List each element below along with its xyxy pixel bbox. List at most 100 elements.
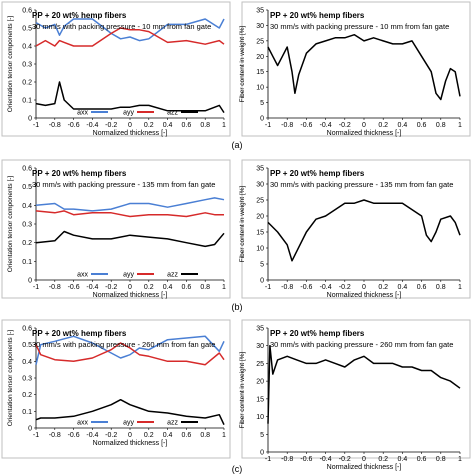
y-tick-label: 0.3 — [22, 376, 32, 383]
legend-label-ayy: ayy — [123, 420, 134, 427]
x-tick-label: -0.6 — [300, 456, 312, 463]
y-tick-label: 0.6 — [22, 326, 32, 333]
legend-label-ayy: ayy — [123, 272, 134, 279]
legend-label-axx: axx — [77, 420, 88, 427]
x-tick-label: -0.6 — [68, 122, 80, 129]
x-tick-label: -0.2 — [105, 432, 117, 439]
y-tick-label: 15 — [256, 396, 264, 403]
y-tick-label: 0.2 — [22, 240, 32, 247]
x-tick-label: -0.4 — [320, 456, 332, 463]
x-tick-label: -0.2 — [339, 284, 351, 291]
chart-subtitle: 30 mm/s with packing pressure - 10 mm fr… — [270, 22, 449, 31]
y-tick-label: 5 — [260, 100, 264, 107]
y-axis-label: Orientation tensor components [-] — [7, 16, 14, 113]
row-label: (a) — [232, 140, 243, 150]
series-line — [267, 33, 461, 101]
x-tick-label: -0.6 — [300, 122, 312, 129]
chart-title: PP + 20 wt% hemp fibers — [270, 329, 365, 338]
x-axis-label: Normalized thickness [-] — [93, 130, 168, 137]
x-tick-label: 1 — [458, 284, 462, 291]
legend-label-azz: azz — [167, 272, 178, 279]
y-tick-label: 20 — [256, 54, 264, 61]
x-axis-label: Normalized thickness [-] — [327, 292, 402, 299]
chart-orientation-1: 0 0.1 0.2 0.3 0.4 0.5 0.6 -1 -0.8 -0.6 -0.4 -0.2 0 0.… — [1, 1, 231, 137]
series-line-axx — [35, 197, 225, 212]
y-tick-label: 25 — [256, 38, 264, 45]
x-tick-label: 0.8 — [436, 284, 446, 291]
series-line-azz — [35, 230, 225, 248]
y-tick-label: 10 — [256, 246, 264, 253]
x-tick-label: -1 — [33, 432, 39, 439]
x-tick-label: -1 — [265, 122, 271, 129]
x-tick-label: 0.8 — [436, 122, 446, 129]
chart-subtitle: 30 mm/s with packing pressure - 135 mm f… — [270, 180, 453, 189]
y-tick-label: 5 — [260, 432, 264, 439]
chart-title: PP + 20 wt% hemp fibers — [270, 169, 365, 178]
y-axis-label: Fiber content in weight [%] — [239, 26, 246, 103]
legend-label-ayy: ayy — [123, 110, 134, 117]
x-tick-label: -0.2 — [105, 122, 117, 129]
x-tick-label: -0.8 — [49, 122, 61, 129]
x-tick-label: 0.6 — [417, 456, 427, 463]
x-tick-label: 0.8 — [200, 432, 210, 439]
y-tick-label: 20 — [256, 214, 264, 221]
y-tick-label: 0 — [260, 116, 264, 123]
series-line — [267, 199, 461, 262]
x-tick-label: 0.4 — [398, 284, 408, 291]
y-tick-label: 0.5 — [22, 342, 32, 349]
x-axis-label: Normalized thickness [-] — [327, 464, 402, 471]
x-tick-label: 1 — [222, 122, 226, 129]
x-tick-label: -0.8 — [281, 456, 293, 463]
y-tick-label: 0.5 — [22, 184, 32, 191]
x-tick-label: -0.8 — [49, 284, 61, 291]
x-tick-label: 1 — [458, 122, 462, 129]
x-tick-label: -0.8 — [281, 122, 293, 129]
chart-subtitle: 30 mm/s with packing pressure - 260 mm f… — [32, 340, 215, 349]
x-tick-label: 0.8 — [200, 122, 210, 129]
x-tick-label: 0 — [362, 284, 366, 291]
y-tick-label: 0.6 — [22, 166, 32, 173]
chart-frame — [241, 319, 471, 459]
chart-subtitle: 30 mm/s with packing pressure - 10 mm fr… — [32, 22, 211, 31]
y-tick-label: 20 — [256, 379, 264, 386]
x-tick-label: 0 — [128, 122, 132, 129]
legend-label-axx: axx — [77, 110, 88, 117]
chart-title: PP + 20 wt% hemp fibers — [32, 169, 127, 178]
x-tick-label: 0 — [362, 456, 366, 463]
legend-label-axx: axx — [77, 272, 88, 279]
y-tick-label: 15 — [256, 230, 264, 237]
y-tick-label: 0 — [28, 426, 32, 433]
y-tick-label: 0.4 — [22, 203, 32, 210]
x-tick-label: -0.6 — [68, 432, 80, 439]
x-tick-label: 0.4 — [163, 432, 173, 439]
row-label: (c) — [232, 464, 243, 474]
x-tick-label: 0.2 — [378, 122, 388, 129]
x-tick-label: 0.8 — [436, 456, 446, 463]
y-tick-label: 0.1 — [22, 98, 32, 105]
x-tick-label: 1 — [222, 432, 226, 439]
x-tick-label: -0.8 — [49, 432, 61, 439]
series-line-azz — [35, 398, 225, 426]
x-tick-label: 0.6 — [182, 284, 192, 291]
y-tick-label: 0.5 — [22, 26, 32, 33]
y-tick-label: 35 — [256, 326, 264, 333]
legend-label-azz: azz — [167, 110, 178, 117]
y-axis-label: Fiber content in weight [%] — [239, 352, 246, 429]
chart-title: PP + 20 wt% hemp fibers — [32, 11, 127, 20]
chart-orientation-2: 0 0.1 0.2 0.3 0.4 0.5 0.6 -1 -0.8 -0.6 -0.4 -0.2 0 0.… — [1, 159, 231, 299]
series-line — [267, 344, 461, 424]
chart-fiber-3: 0 5 10 15 20 25 30 35 -1 -0.8 -0.6 -0.4 -0.2 0 0.2 0.4 0… — [239, 319, 471, 471]
x-tick-label: -0.4 — [86, 432, 98, 439]
y-tick-label: 0 — [260, 278, 264, 285]
x-tick-label: -1 — [265, 456, 271, 463]
x-tick-label: 0.6 — [182, 122, 192, 129]
x-tick-label: 0.2 — [144, 284, 154, 291]
chart-title: PP + 20 wt% hemp fibers — [270, 11, 365, 20]
y-tick-label: 25 — [256, 361, 264, 368]
chart-subtitle: 30 mm/s with packing pressure - 260 mm f… — [270, 340, 453, 349]
y-tick-label: 0.1 — [22, 259, 32, 266]
y-tick-label: 10 — [256, 85, 264, 92]
x-axis-label: Normalized thickness [-] — [327, 130, 402, 137]
x-tick-label: -1 — [265, 284, 271, 291]
